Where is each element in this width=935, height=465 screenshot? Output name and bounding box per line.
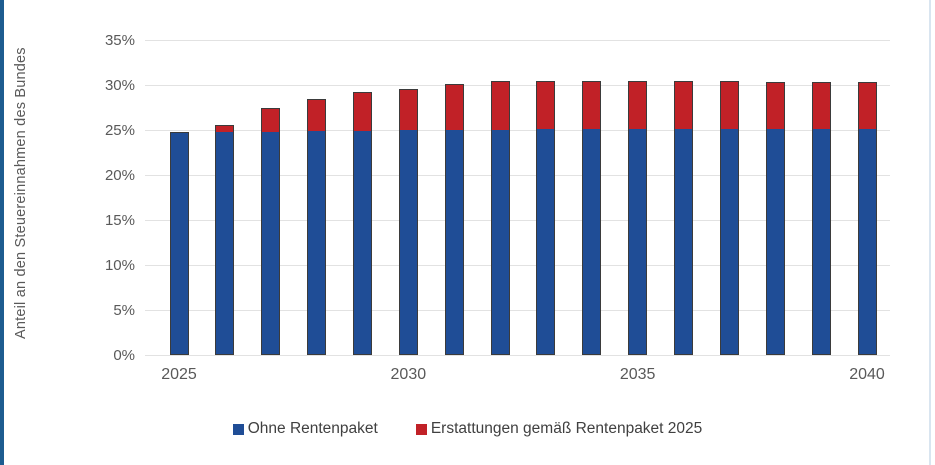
legend-item-erstattungen: Erstattungen gemäß Rentenpaket 2025 bbox=[415, 420, 703, 438]
bar-2037 bbox=[719, 81, 739, 355]
y-tick-label-30: 30% bbox=[104, 77, 135, 94]
bar-2032 bbox=[490, 81, 510, 355]
bar-segment-ohne-rentenpaket-2033 bbox=[537, 129, 555, 354]
bar-segment-ohne-rentenpaket-2028 bbox=[308, 130, 326, 354]
bar-segment-erstattungen-2032 bbox=[491, 82, 509, 131]
legend-label: Ohne Rentenpaket bbox=[247, 420, 378, 437]
bar-segment-erstattungen-2034 bbox=[583, 82, 601, 130]
legend-item-ohne-rentenpaket: Ohne Rentenpaket bbox=[232, 420, 378, 438]
bar-segment-erstattungen-2028 bbox=[308, 100, 326, 131]
gridline-20 bbox=[145, 175, 890, 176]
bar-2026 bbox=[215, 124, 235, 355]
bar-segment-erstattungen-2037 bbox=[720, 82, 738, 130]
bar-segment-erstattungen-2027 bbox=[262, 109, 280, 132]
bar-segment-ohne-rentenpaket-2037 bbox=[720, 129, 738, 354]
bar-segment-erstattungen-2038 bbox=[766, 83, 784, 130]
gridline-15 bbox=[145, 220, 890, 221]
bar-segment-erstattungen-2029 bbox=[353, 93, 371, 131]
gridline-25 bbox=[145, 130, 890, 131]
bar-segment-erstattungen-2031 bbox=[445, 85, 463, 131]
bar-segment-ohne-rentenpaket-2030 bbox=[399, 130, 417, 354]
x-tick-label-2035: 2035 bbox=[619, 366, 656, 383]
bar-segment-erstattungen-2035 bbox=[629, 82, 647, 130]
bar-segment-ohne-rentenpaket-2039 bbox=[812, 129, 830, 354]
bar-2036 bbox=[674, 81, 694, 355]
bar-segment-erstattungen-2033 bbox=[537, 82, 555, 130]
bar-segment-ohne-rentenpaket-2036 bbox=[675, 129, 693, 354]
bar-2031 bbox=[444, 84, 464, 355]
legend-label: Erstattungen gemäß Rentenpaket 2025 bbox=[430, 420, 703, 437]
bar-segment-erstattungen-2030 bbox=[399, 89, 417, 131]
y-tick-label-5: 5% bbox=[113, 302, 135, 319]
bar-segment-ohne-rentenpaket-2025 bbox=[170, 132, 188, 354]
y-tick-label-25: 25% bbox=[104, 122, 135, 139]
chart-legend: Ohne Rentenpaket Erstattungen gemäß Rente… bbox=[0, 420, 935, 438]
bar-segment-ohne-rentenpaket-2038 bbox=[766, 129, 784, 354]
y-tick-label-10: 10% bbox=[104, 257, 135, 274]
bar-segment-ohne-rentenpaket-2027 bbox=[262, 131, 280, 354]
bar-segment-ohne-rentenpaket-2029 bbox=[353, 130, 371, 354]
legend-swatch-icon bbox=[415, 423, 427, 435]
x-tick-label-2030: 2030 bbox=[390, 366, 427, 383]
bar-segment-ohne-rentenpaket-2035 bbox=[629, 129, 647, 354]
bar-2038 bbox=[765, 82, 785, 355]
bar-segment-erstattungen-2039 bbox=[812, 83, 830, 130]
y-tick-label-15: 15% bbox=[104, 212, 135, 229]
bar-2033 bbox=[536, 81, 556, 355]
bar-segment-ohne-rentenpaket-2032 bbox=[491, 130, 509, 354]
bar-segment-erstattungen-2036 bbox=[675, 82, 693, 130]
bar-segment-ohne-rentenpaket-2031 bbox=[445, 130, 463, 354]
page-right-edge bbox=[929, 0, 931, 465]
bar-segment-ohne-rentenpaket-2040 bbox=[858, 129, 876, 354]
bar-2035 bbox=[628, 81, 648, 355]
gridline-35 bbox=[145, 40, 890, 41]
gridline-10 bbox=[145, 265, 890, 266]
y-tick-label-20: 20% bbox=[104, 167, 135, 184]
bar-2027 bbox=[261, 108, 281, 355]
bar-segment-ohne-rentenpaket-2034 bbox=[583, 129, 601, 354]
bar-2025 bbox=[169, 131, 189, 355]
bar-2028 bbox=[307, 99, 327, 355]
bar-2040 bbox=[857, 82, 877, 355]
bar-2034 bbox=[582, 81, 602, 355]
gridline-5 bbox=[145, 310, 890, 311]
y-tick-label-35: 35% bbox=[104, 32, 135, 49]
bar-2030 bbox=[398, 88, 418, 355]
bar-2029 bbox=[352, 92, 372, 355]
bar-segment-ohne-rentenpaket-2026 bbox=[216, 131, 234, 354]
page-left-border bbox=[0, 0, 4, 465]
bar-segment-erstattungen-2040 bbox=[858, 83, 876, 130]
x-tick-label-2040: 2040 bbox=[849, 366, 885, 383]
bar-2039 bbox=[811, 82, 831, 355]
bar-segment-erstattungen-2026 bbox=[216, 125, 234, 132]
y-tick-label-0: 0% bbox=[113, 347, 135, 364]
legend-swatch-icon bbox=[232, 423, 244, 435]
gridline-0 bbox=[145, 355, 890, 356]
x-tick-label-2025: 2025 bbox=[161, 366, 197, 383]
gridline-30 bbox=[145, 85, 890, 86]
